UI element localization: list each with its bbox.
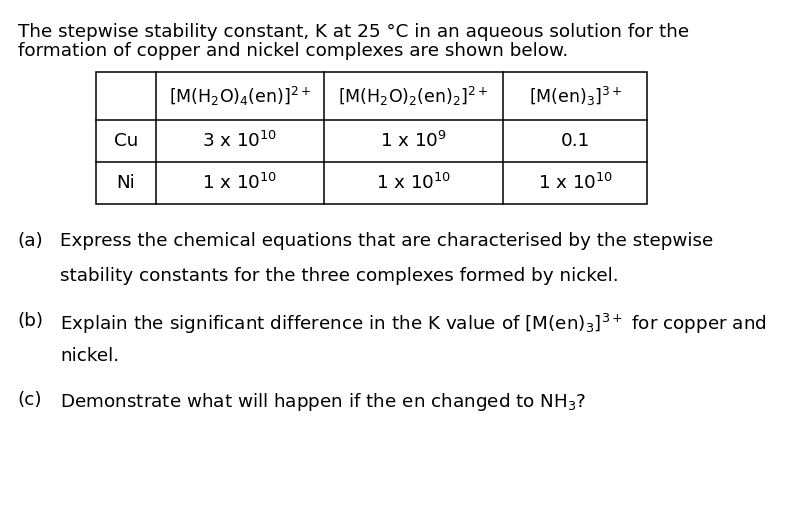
Text: (c): (c) <box>18 391 42 409</box>
Bar <box>96 72 647 204</box>
Text: Cu: Cu <box>113 132 138 151</box>
Text: 1 x 10$^{9}$: 1 x 10$^{9}$ <box>380 131 447 152</box>
Text: 1 x 10$^{10}$: 1 x 10$^{10}$ <box>202 173 277 194</box>
Text: 1 x 10$^{10}$: 1 x 10$^{10}$ <box>538 173 613 194</box>
Text: stability constants for the three complexes formed by nickel.: stability constants for the three comple… <box>60 267 618 285</box>
Text: Demonstrate what will happen if the en changed to NH$_3$?: Demonstrate what will happen if the en c… <box>60 391 586 413</box>
Text: [M(H$_2$O)$_2$(en)$_2$]$^{2+}$: [M(H$_2$O)$_2$(en)$_2$]$^{2+}$ <box>338 84 489 108</box>
Text: (b): (b) <box>18 312 44 330</box>
Text: (a): (a) <box>18 232 43 250</box>
Text: 0.1: 0.1 <box>561 132 590 151</box>
Text: nickel.: nickel. <box>60 347 119 365</box>
Text: Ni: Ni <box>117 174 135 193</box>
Text: Express the chemical equations that are characterised by the stepwise: Express the chemical equations that are … <box>60 232 714 250</box>
Text: [M(en)$_3$]$^{3+}$: [M(en)$_3$]$^{3+}$ <box>529 84 622 108</box>
Text: formation of copper and nickel complexes are shown below.: formation of copper and nickel complexes… <box>18 42 568 60</box>
Text: 3 x 10$^{10}$: 3 x 10$^{10}$ <box>202 131 277 152</box>
Text: The stepwise stability constant, K at 25 °C in an aqueous solution for the: The stepwise stability constant, K at 25… <box>18 23 689 41</box>
Text: Explain the significant difference in the K value of [M(en)$_3$]$^{3+}$ for copp: Explain the significant difference in th… <box>60 312 767 336</box>
Text: 1 x 10$^{10}$: 1 x 10$^{10}$ <box>376 173 451 194</box>
Text: [M(H$_2$O)$_4$(en)]$^{2+}$: [M(H$_2$O)$_4$(en)]$^{2+}$ <box>169 84 311 108</box>
